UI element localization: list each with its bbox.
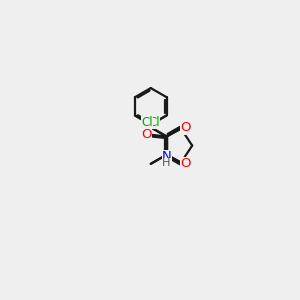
- Text: Cl: Cl: [148, 116, 160, 129]
- Text: O: O: [181, 157, 191, 170]
- Text: O: O: [181, 122, 191, 134]
- Text: N: N: [162, 150, 172, 163]
- Text: H: H: [162, 158, 171, 168]
- Text: Cl: Cl: [142, 116, 153, 129]
- Text: O: O: [141, 128, 152, 141]
